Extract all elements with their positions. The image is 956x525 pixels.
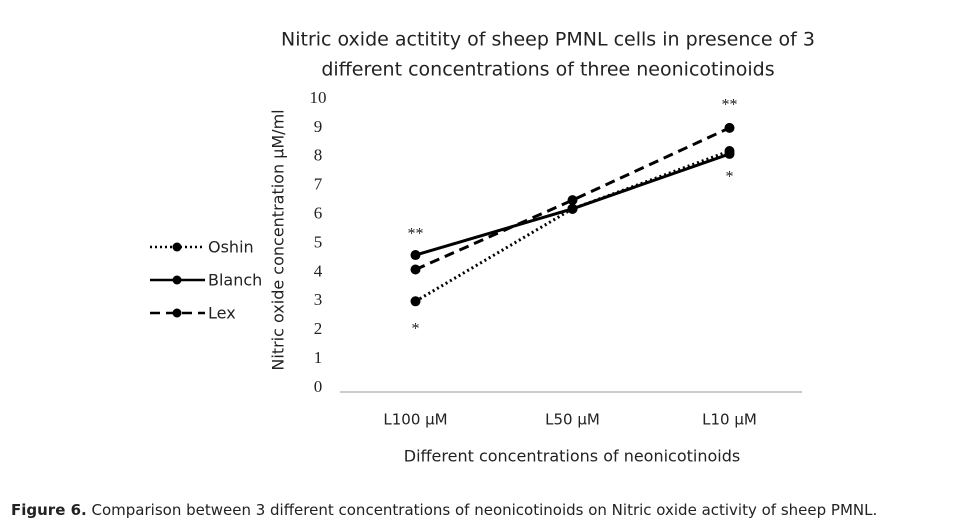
point	[724, 148, 735, 159]
caption: Figure 6. Comparison between 3 different…	[11, 501, 877, 519]
y-axis-label: Nitric oxide concentration µM/ml	[269, 109, 288, 370]
caption-text: Comparison between 3 different concentra…	[92, 501, 878, 519]
x-tick-label: L100 µM	[383, 411, 447, 429]
y-tick-label: 3	[314, 290, 323, 309]
chart-title: Nitric oxide actitity of sheep PMNL cell…	[281, 29, 815, 51]
y-tick-label: 0	[314, 377, 323, 396]
legend-label: Lex	[208, 304, 236, 323]
y-tick-label: 7	[314, 175, 323, 194]
point	[567, 195, 578, 206]
chart-title: different concentrations of three neonic…	[321, 59, 774, 81]
point	[410, 264, 421, 275]
x-tick-label: L10 µM	[702, 411, 757, 429]
legend-marker	[172, 308, 182, 318]
x-axis-label: Different concentrations of neonicotinoi…	[404, 447, 740, 466]
legend-marker	[172, 242, 182, 252]
y-tick-label: 6	[314, 204, 323, 223]
series-line	[414, 149, 731, 303]
point	[410, 296, 421, 307]
annotation: *	[412, 321, 420, 338]
point	[724, 122, 735, 133]
series-line	[414, 126, 731, 271]
point	[567, 203, 578, 214]
annotation: **	[408, 226, 424, 243]
y-tick-label: 8	[314, 146, 323, 165]
y-tick-label: 5	[314, 232, 323, 251]
legend-label: Oshin	[208, 238, 254, 257]
caption-label: Figure 6.	[11, 501, 87, 519]
y-tick-label: 2	[314, 319, 323, 338]
annotation: **	[722, 97, 738, 114]
legend-label: Blanch	[208, 271, 262, 290]
y-tick-label: 4	[314, 261, 323, 280]
legend-marker	[172, 275, 182, 285]
x-tick-label: L50 µM	[545, 411, 600, 429]
annotation: *	[726, 169, 734, 186]
point	[410, 250, 421, 261]
y-tick-label: 9	[314, 117, 323, 136]
y-tick-label: 10	[310, 88, 327, 107]
y-tick-label: 1	[314, 348, 323, 367]
